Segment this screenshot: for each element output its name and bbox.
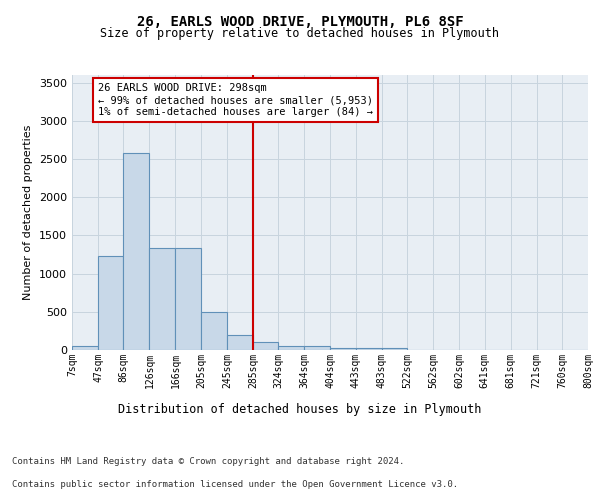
Bar: [278, 346, 304, 350]
Y-axis label: Number of detached properties: Number of detached properties: [23, 125, 34, 300]
Text: Contains HM Land Registry data © Crown copyright and database right 2024.: Contains HM Land Registry data © Crown c…: [12, 458, 404, 466]
Bar: [227, 334, 253, 350]
Bar: [175, 248, 201, 350]
Bar: [356, 348, 382, 350]
Bar: [253, 342, 278, 350]
Bar: [201, 312, 227, 350]
Bar: [149, 248, 175, 350]
Text: 26 EARLS WOOD DRIVE: 298sqm
← 99% of detached houses are smaller (5,953)
1% of s: 26 EARLS WOOD DRIVE: 298sqm ← 99% of det…: [98, 84, 373, 116]
Bar: [304, 346, 331, 350]
Bar: [98, 256, 124, 350]
Text: 26, EARLS WOOD DRIVE, PLYMOUTH, PL6 8SF: 26, EARLS WOOD DRIVE, PLYMOUTH, PL6 8SF: [137, 15, 463, 29]
Bar: [124, 153, 149, 350]
Text: Size of property relative to detached houses in Plymouth: Size of property relative to detached ho…: [101, 28, 499, 40]
Bar: [331, 348, 356, 350]
Bar: [382, 348, 407, 350]
Text: Distribution of detached houses by size in Plymouth: Distribution of detached houses by size …: [118, 402, 482, 415]
Bar: [72, 346, 98, 350]
Text: Contains public sector information licensed under the Open Government Licence v3: Contains public sector information licen…: [12, 480, 458, 489]
